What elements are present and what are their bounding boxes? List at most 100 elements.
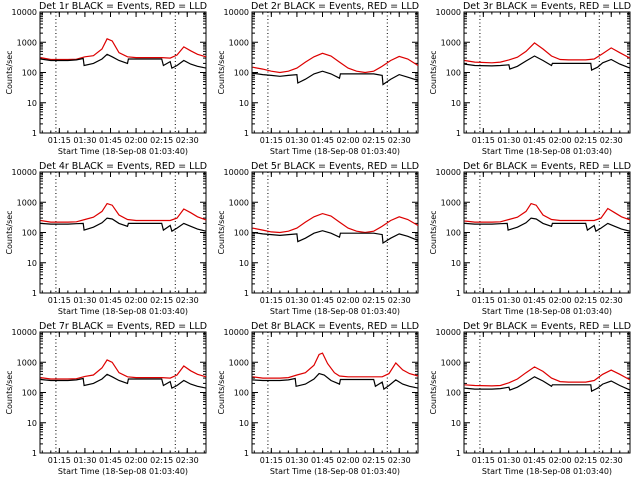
- chart-panel-6: Det 6r BLACK = Events, RED = LLD 1 10 100 10…: [429, 161, 631, 316]
- y-tick-label: 10000: [12, 168, 37, 177]
- x-tick-label: 01:30: [73, 456, 96, 465]
- chart-panel-9: Det 9r BLACK = Events, RED = LLD 1 10 100 10…: [429, 321, 631, 476]
- y-tick-label: 10000: [436, 328, 461, 337]
- x-tick-label: 01:30: [497, 456, 520, 465]
- y-tick-label: 1000: [229, 198, 249, 207]
- x-tick-label: 02:00: [549, 136, 572, 145]
- x-tick-label: 01:15: [260, 296, 283, 305]
- y-tick-label: 1: [456, 129, 461, 138]
- lld-series-line: [40, 202, 207, 223]
- x-tick-label: 01:45: [311, 456, 334, 465]
- chart-panel-4: Det 4r BLACK = Events, RED = LLD 1 10 100 10…: [5, 161, 207, 316]
- y-axis-label: Counts/sec: [217, 210, 226, 254]
- lld-series-line: [464, 202, 631, 223]
- y-tick-label: 100: [234, 229, 249, 238]
- x-tick-label: 01:45: [523, 136, 546, 145]
- y-axis-label: Counts/sec: [5, 370, 14, 414]
- y-axis-label: Counts/sec: [429, 50, 438, 94]
- y-tick-label: 10: [27, 259, 37, 268]
- y-tick-label: 10: [239, 419, 249, 428]
- x-tick-label: 01:15: [48, 296, 71, 305]
- y-tick-label: 1: [456, 289, 461, 298]
- y-tick-label: 10: [27, 419, 37, 428]
- x-tick-label: 01:30: [285, 136, 308, 145]
- x-tick-label: 02:15: [362, 136, 385, 145]
- x-tick-label: 02:00: [337, 456, 360, 465]
- plot-frame: [251, 331, 419, 454]
- y-axis-label: Counts/sec: [429, 210, 438, 254]
- chart-title: Det 5r BLACK = Events, RED = LLD: [251, 161, 419, 172]
- y-tick-label: 100: [446, 389, 461, 398]
- x-tick-label: 02:30: [600, 296, 623, 305]
- chart-title: Det 1r BLACK = Events, RED = LLD: [39, 1, 207, 12]
- x-tick-label: 01:30: [497, 296, 520, 305]
- chart-panel-3: Det 3r BLACK = Events, RED = LLD 1 10 100 10…: [429, 1, 631, 156]
- x-tick-label: 02:00: [549, 296, 572, 305]
- x-axis-label: Start Time (18-Sep-08 01:03:40): [482, 147, 612, 156]
- x-axis-label: Start Time (18-Sep-08 01:03:40): [270, 307, 400, 316]
- chart-panel-5: Det 5r BLACK = Events, RED = LLD 1 10 100 10…: [217, 161, 419, 316]
- y-tick-label: 100: [22, 389, 37, 398]
- y-tick-label: 10000: [12, 8, 37, 17]
- x-tick-label: 01:30: [285, 456, 308, 465]
- x-tick-label: 01:45: [523, 296, 546, 305]
- x-tick-label: 01:30: [497, 136, 520, 145]
- events-series-line: [464, 55, 631, 72]
- x-tick-label: 02:00: [337, 136, 360, 145]
- events-series-line: [252, 372, 419, 391]
- y-tick-label: 10: [451, 419, 461, 428]
- events-series-line: [40, 53, 207, 69]
- plot-frame: [463, 171, 631, 294]
- x-tick-label: 01:15: [260, 136, 283, 145]
- y-tick-label: 100: [446, 229, 461, 238]
- x-tick-label: 02:00: [125, 456, 148, 465]
- chart-panel-1: Det 1r BLACK = Events, RED = LLD 1 10 100 10…: [5, 1, 207, 156]
- y-axis-label: Counts/sec: [217, 370, 226, 414]
- y-axis-label: Counts/sec: [429, 370, 438, 414]
- plot-frame: [39, 11, 207, 134]
- x-tick-label: 02:15: [574, 296, 597, 305]
- events-series-line: [40, 373, 207, 389]
- x-tick-label: 02:00: [337, 296, 360, 305]
- x-axis-label: Start Time (18-Sep-08 01:03:40): [270, 467, 400, 476]
- x-tick-label: 02:00: [549, 456, 572, 465]
- x-tick-label: 01:15: [472, 296, 495, 305]
- lld-series-line: [252, 52, 419, 74]
- chart-panel-2: Det 2r BLACK = Events, RED = LLD 1 10 100 10…: [217, 1, 419, 156]
- x-tick-label: 02:15: [150, 136, 173, 145]
- y-tick-label: 100: [234, 389, 249, 398]
- y-axis-label: Counts/sec: [5, 210, 14, 254]
- y-tick-label: 10000: [436, 168, 461, 177]
- x-tick-label: 02:15: [574, 136, 597, 145]
- chart-title: Det 2r BLACK = Events, RED = LLD: [251, 1, 419, 12]
- y-tick-label: 1: [32, 289, 37, 298]
- chart-title: Det 7r BLACK = Events, RED = LLD: [39, 321, 207, 332]
- y-tick-label: 10: [239, 99, 249, 108]
- events-series-line: [464, 217, 631, 233]
- lld-series-line: [252, 352, 419, 379]
- plot-frame: [463, 11, 631, 134]
- y-tick-label: 1000: [441, 38, 461, 47]
- events-series-line: [464, 376, 631, 393]
- lld-series-line: [252, 212, 419, 234]
- x-axis-label: Start Time (18-Sep-08 01:03:40): [58, 147, 188, 156]
- chart-panel-8: Det 8r BLACK = Events, RED = LLD 1 10 100 10…: [217, 321, 419, 476]
- y-tick-label: 10: [451, 99, 461, 108]
- y-tick-label: 10: [239, 259, 249, 268]
- x-tick-label: 02:00: [125, 296, 148, 305]
- lld-series-line: [464, 366, 631, 387]
- x-axis-label: Start Time (18-Sep-08 01:03:40): [58, 467, 188, 476]
- y-tick-label: 1000: [17, 198, 37, 207]
- x-tick-label: 02:15: [150, 296, 173, 305]
- x-tick-label: 02:30: [600, 456, 623, 465]
- chart-panel-7: Det 7r BLACK = Events, RED = LLD 1 10 100 10…: [5, 321, 207, 476]
- x-tick-label: 02:30: [600, 136, 623, 145]
- events-series-line: [252, 70, 419, 86]
- y-tick-label: 1000: [441, 358, 461, 367]
- x-tick-label: 01:45: [523, 456, 546, 465]
- y-tick-label: 1000: [17, 358, 37, 367]
- x-tick-label: 02:00: [125, 136, 148, 145]
- chart-title: Det 4r BLACK = Events, RED = LLD: [39, 161, 207, 172]
- x-tick-label: 01:15: [472, 456, 495, 465]
- y-tick-label: 100: [234, 69, 249, 78]
